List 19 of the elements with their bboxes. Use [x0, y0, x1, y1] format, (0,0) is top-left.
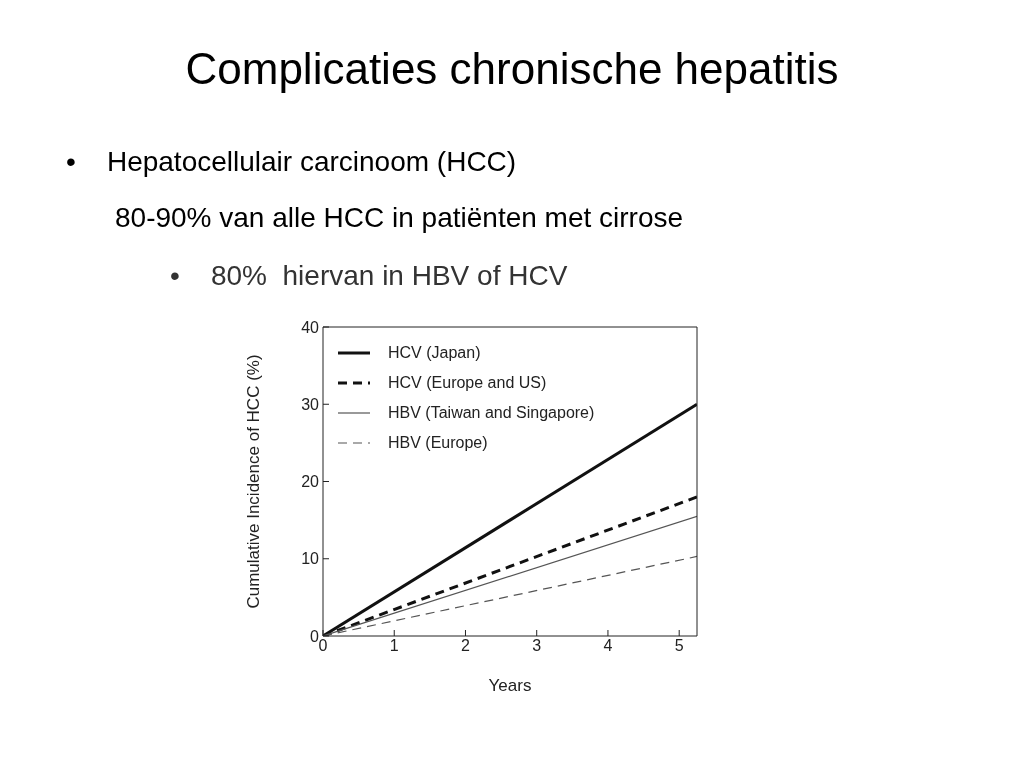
x-tick-label: 4: [603, 637, 613, 655]
x-tick-label: 3: [532, 637, 542, 655]
y-tick-label: 20: [301, 473, 320, 491]
legend-label: HBV (Europe): [388, 433, 488, 453]
text: • 80% hiervan in HBV of HCV: [170, 260, 568, 292]
x-tick-label: 2: [461, 637, 471, 655]
x-tick-label: 5: [674, 637, 684, 655]
text: 80-90% van alle HCC in patiënten met cirrose: [115, 202, 684, 234]
y-tick-label: 40: [301, 318, 320, 336]
x-tick-label: 1: [389, 637, 399, 655]
y-axis-title: Cumulative Incidence of HCC (%): [244, 354, 264, 609]
legend-label: HCV (Europe and US): [388, 373, 547, 393]
chart-title: Complicaties chronische hepatitis: [184, 44, 840, 94]
y-tick-label: 30: [301, 395, 320, 413]
y-tick-label: 10: [301, 550, 320, 568]
text: • Hepatocellulair carcinoom (HCC): [66, 146, 517, 178]
legend-label: HCV (Japan): [388, 343, 481, 363]
legend-label: HBV (Taiwan and Singapore): [388, 403, 595, 423]
x-axis-title: Years: [488, 676, 532, 695]
